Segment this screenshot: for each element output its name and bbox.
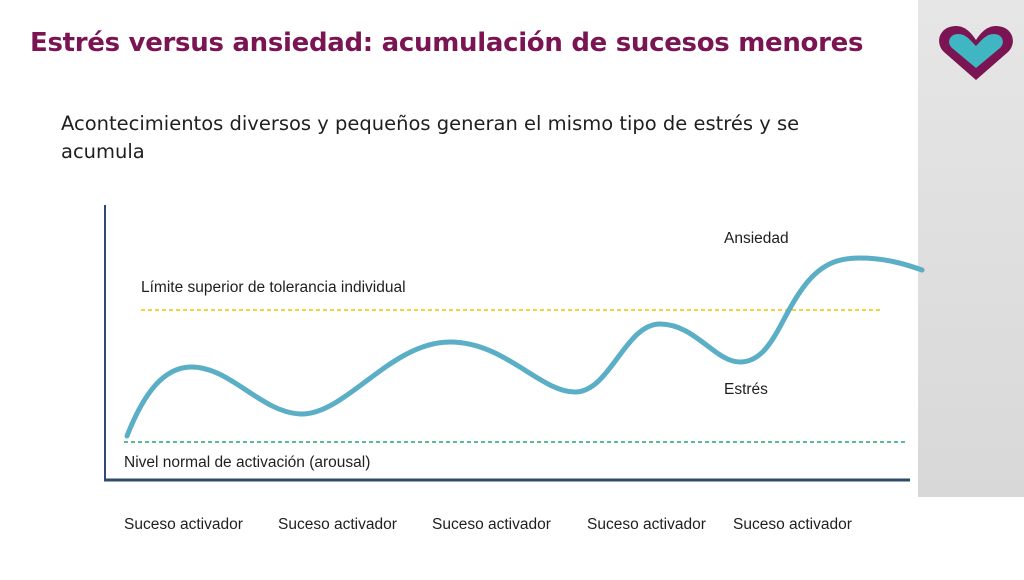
stress-label: Estrés: [724, 381, 768, 398]
upper-tolerance-label: Límite superior de tolerancia individual: [141, 279, 406, 296]
event-label: Suceso activador: [432, 516, 551, 533]
event-label: Suceso activador: [733, 516, 852, 533]
slide-title: Estrés versus ansiedad: acumulación de s…: [30, 28, 864, 58]
event-label: Suceso activador: [587, 516, 706, 533]
heart-logo-icon: [939, 26, 1013, 80]
anxiety-label: Ansiedad: [724, 230, 789, 247]
slide-subtitle: Acontecimientos diversos y pequeños gene…: [61, 112, 800, 163]
side-panel: [918, 0, 1024, 497]
event-label: Suceso activador: [278, 516, 397, 533]
stress-curve: [124, 255, 925, 439]
event-label: Suceso activador: [124, 516, 243, 533]
normal-arousal-label: Nivel normal de activación (arousal): [124, 454, 371, 471]
